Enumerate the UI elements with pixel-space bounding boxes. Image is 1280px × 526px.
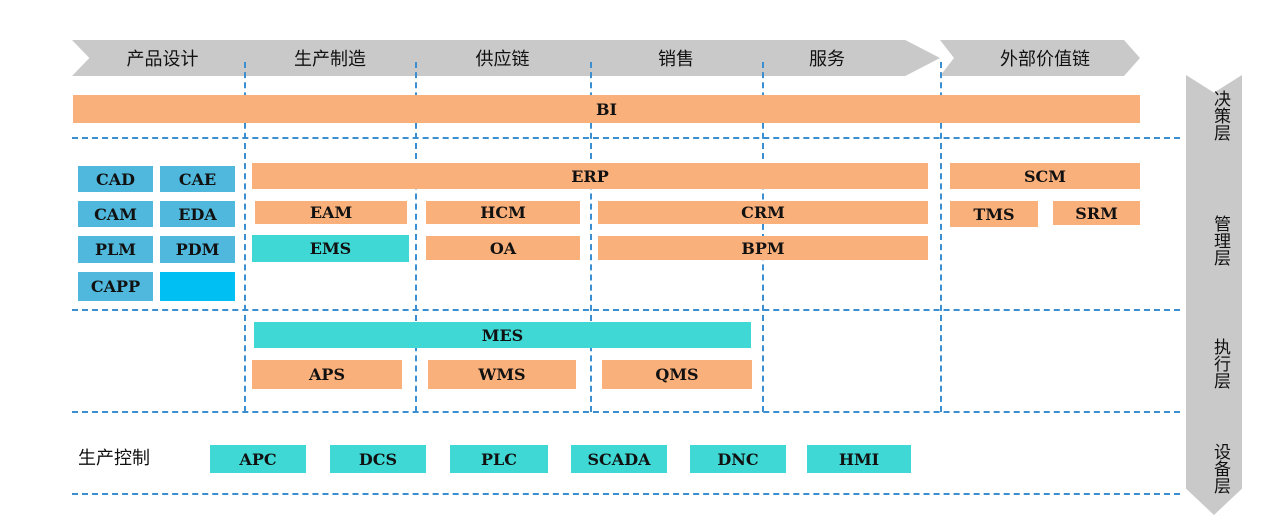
layer-management: 管理层 [1210,214,1230,266]
layer-decision: 决策层 [1210,89,1230,141]
eam-box: EAM [255,201,407,224]
divider-decision [72,137,1180,139]
pdm-box: PDM [160,236,235,263]
capp-box: CAPP [78,272,153,301]
layer-arrow [1186,75,1242,515]
apc-box: APC [210,445,306,473]
stage-sales: 销售 [658,49,694,70]
production-control-label: 生产控制 [78,448,150,469]
crm-box: CRM [598,201,928,224]
layer-execution: 执行层 [1210,337,1230,389]
scm-box: SCM [950,163,1140,189]
mes-box: MES [254,322,751,348]
stage-external-value-chain: 外部价值链 [1000,49,1090,70]
column-divider-3 [590,62,592,412]
layer-equipment: 设备层 [1210,442,1230,494]
column-divider-1 [244,62,246,412]
ems-box: EMS [252,235,409,262]
erp-box: ERP [252,163,928,189]
qms-box: QMS [602,360,752,389]
stage-product-design: 产品设计 [126,49,199,70]
stage-manufacturing: 生产制造 [294,49,366,70]
stage-supply-chain: 供应链 [475,49,530,70]
column-divider-2 [415,62,417,412]
cam-box: CAM [78,201,153,227]
divider-equipment [72,493,1180,495]
column-divider-5 [940,62,942,412]
bpm-box: BPM [598,236,928,260]
cae-box: CAE [160,166,235,192]
eda-box: EDA [160,201,235,227]
bi-box: BI [73,95,1140,123]
wms-box: WMS [428,360,576,389]
srm-box: SRM [1053,201,1140,225]
plm-box: PLM [78,236,153,263]
hmi-box: HMI [807,445,911,473]
scada-box: SCADA [571,445,667,473]
value-chain-arrow [72,40,940,76]
cad-box: CAD [78,166,153,192]
divider-execution [72,411,1180,413]
stage-service: 服务 [809,49,845,70]
aps-box: APS [252,360,402,389]
divider-management [72,309,1180,311]
tms-box: TMS [950,201,1038,227]
dnc-box: DNC [690,445,786,473]
plc-box: PLC [450,445,548,473]
hcm-box: HCM [426,201,580,224]
empty-design-box [160,272,235,301]
dcs-box: DCS [330,445,426,473]
oa-box: OA [426,236,580,260]
external-chain-arrow [940,40,1140,76]
